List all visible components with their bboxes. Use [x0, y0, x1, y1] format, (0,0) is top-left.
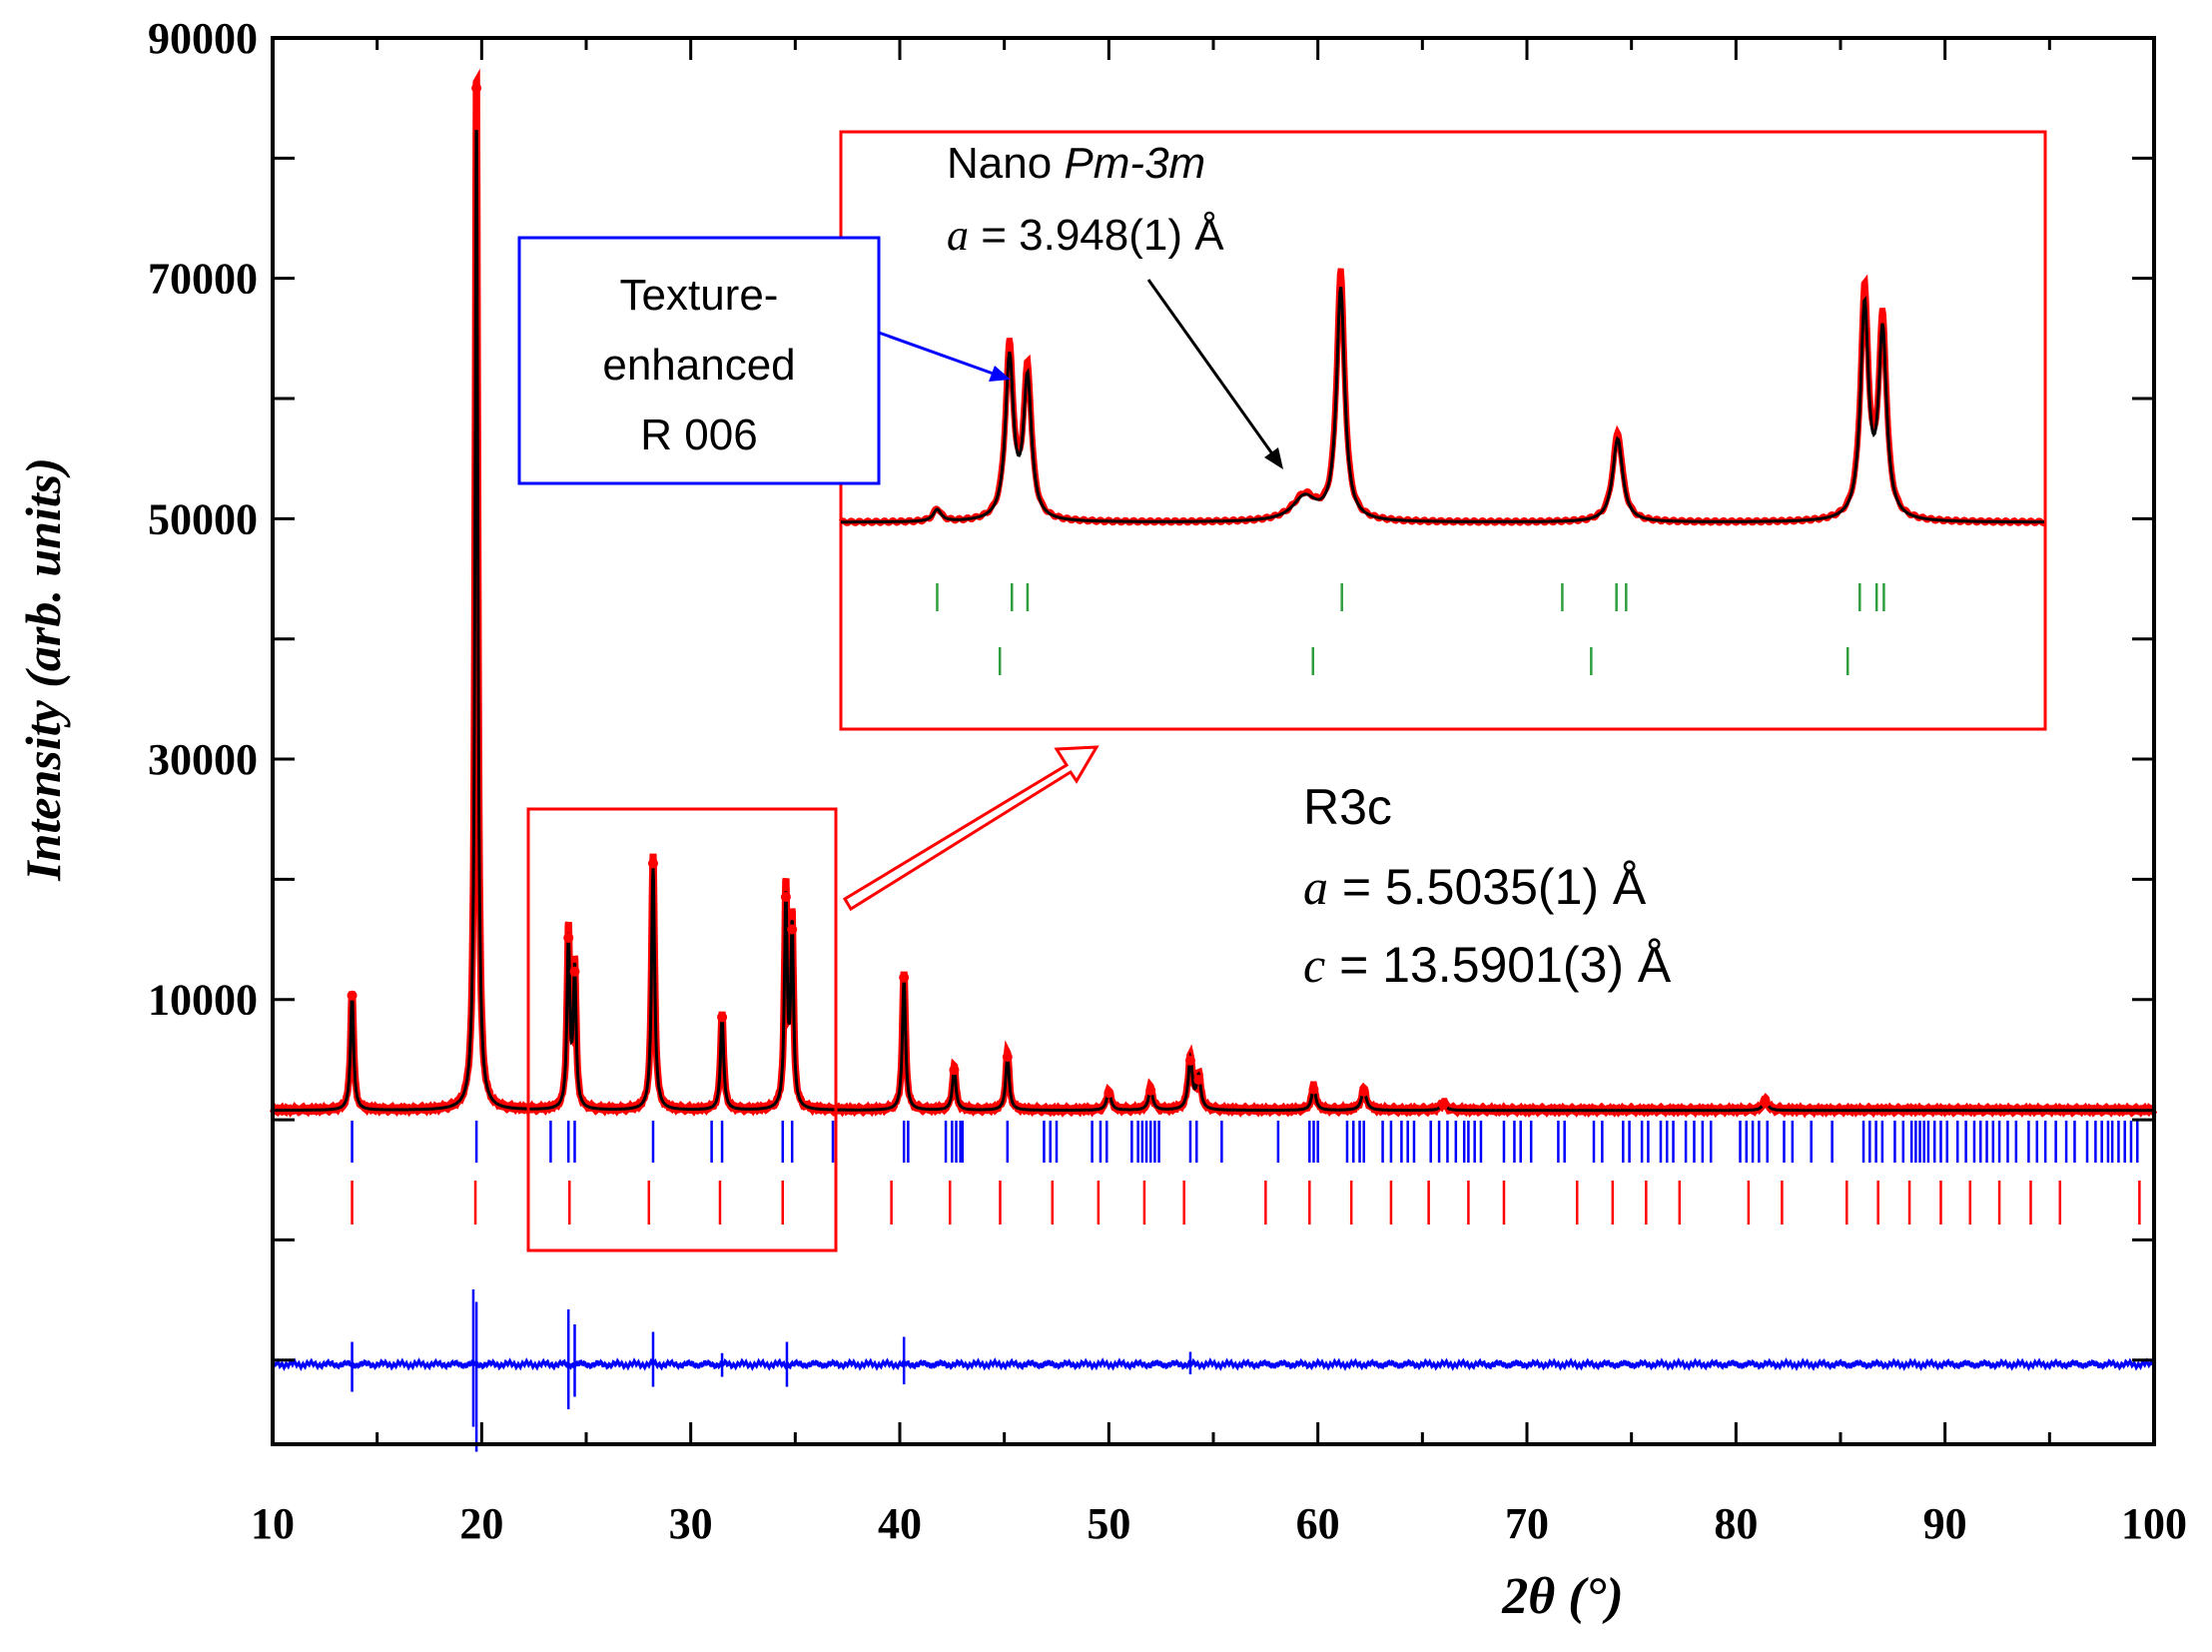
x-tick-label-1: 20	[459, 1499, 503, 1548]
observed-peak-marker-1	[471, 83, 482, 94]
observed-peak-marker-5	[717, 1012, 728, 1023]
x-tick-label-2: 30	[669, 1499, 713, 1548]
plot-layer	[269, 68, 2158, 1452]
observed-peak-marker-6	[780, 892, 791, 903]
axis-ticks: 10 20 30 40 50 60 70 80 90 100 90000 70000 50000 3000…	[148, 14, 2187, 1548]
x-tick-label-3: 40	[878, 1499, 922, 1548]
nano-phase-lattice: a = 3.948(1) Å	[947, 211, 1224, 260]
x-tick-label-5: 60	[1296, 1499, 1340, 1548]
calculated-profile	[273, 130, 2154, 1113]
observed-peak-marker-2	[563, 932, 574, 943]
x-axis-title: 2θ (°)	[1501, 1568, 1623, 1625]
observed-peak-marker-18	[1760, 1097, 1771, 1108]
x-tick-label-4: 50	[1087, 1499, 1130, 1548]
nano-phase-name: Nano Pm-3m	[947, 139, 1205, 188]
texture-label-line-2: enhanced	[602, 341, 795, 390]
nano-phase-label: Nano Pm-3m a = 3.948(1) Å	[947, 139, 1283, 469]
y-tick-label-1: 70000	[148, 255, 258, 304]
main-phase-a: a = 5.5035(1) Å	[1303, 859, 1647, 915]
observed-peak-marker-12	[1145, 1085, 1156, 1096]
x-tick-label-8: 90	[1923, 1499, 1967, 1548]
inset-panel	[838, 130, 2047, 731]
x-tick-label-9: 100	[2121, 1499, 2187, 1548]
observed-peak-marker-14	[1193, 1074, 1204, 1085]
texture-label-line-3: R 006	[640, 411, 757, 459]
y-tick-label-4: 10000	[148, 976, 258, 1025]
y-tick-label-0: 90000	[148, 14, 258, 63]
difference-curve	[273, 1357, 2154, 1372]
texture-pointer-line	[878, 331, 1000, 378]
observed-peak-marker-4	[647, 858, 658, 869]
texture-pointer-head	[989, 366, 1011, 382]
observed-peak-marker-10	[1002, 1052, 1013, 1063]
x-tick-label-7: 80	[1714, 1499, 1758, 1548]
texture-label-box	[517, 236, 881, 485]
nano-pointer-line	[1146, 279, 1278, 460]
observed-peak-marker-15	[1308, 1084, 1319, 1095]
y-tick-label-2: 50000	[148, 494, 258, 543]
observed-peak-marker-9	[949, 1065, 960, 1076]
observed-peak-marker-16	[1358, 1087, 1369, 1098]
observed-peak-marker-11	[1104, 1088, 1114, 1099]
zoom-arrow	[842, 745, 1100, 912]
main-phase-c: c = 13.5901(3) Å	[1303, 937, 1672, 993]
observed-peak-marker-3	[569, 966, 580, 977]
nano-pointer-head	[1264, 447, 1283, 469]
observed-peak-marker-17	[1438, 1100, 1449, 1111]
inset-calculated-profile	[841, 286, 2044, 524]
texture-label-line-1: Texture-	[620, 271, 779, 320]
observed-peak-marker-8	[899, 972, 910, 983]
x-tick-label-6: 70	[1505, 1499, 1549, 1548]
observed-peak-marker-0	[347, 990, 358, 1001]
y-tick-label-3: 30000	[148, 735, 258, 784]
main-phase-name: R3c	[1303, 779, 1392, 835]
x-tick-label-0: 10	[251, 1499, 295, 1548]
inset-frame	[839, 130, 2047, 731]
observed-peak-marker-13	[1184, 1055, 1195, 1066]
observed-peak-marker-7	[787, 924, 798, 935]
main-phase-label: R3c a = 5.5035(1) Å c = 13.5901(3) Å	[1303, 779, 1672, 993]
texture-label: Texture- enhanced R 006	[517, 236, 1011, 485]
zoom-region-box	[526, 807, 838, 1252]
y-axis-title: Intensity (arb. units)	[15, 457, 71, 882]
